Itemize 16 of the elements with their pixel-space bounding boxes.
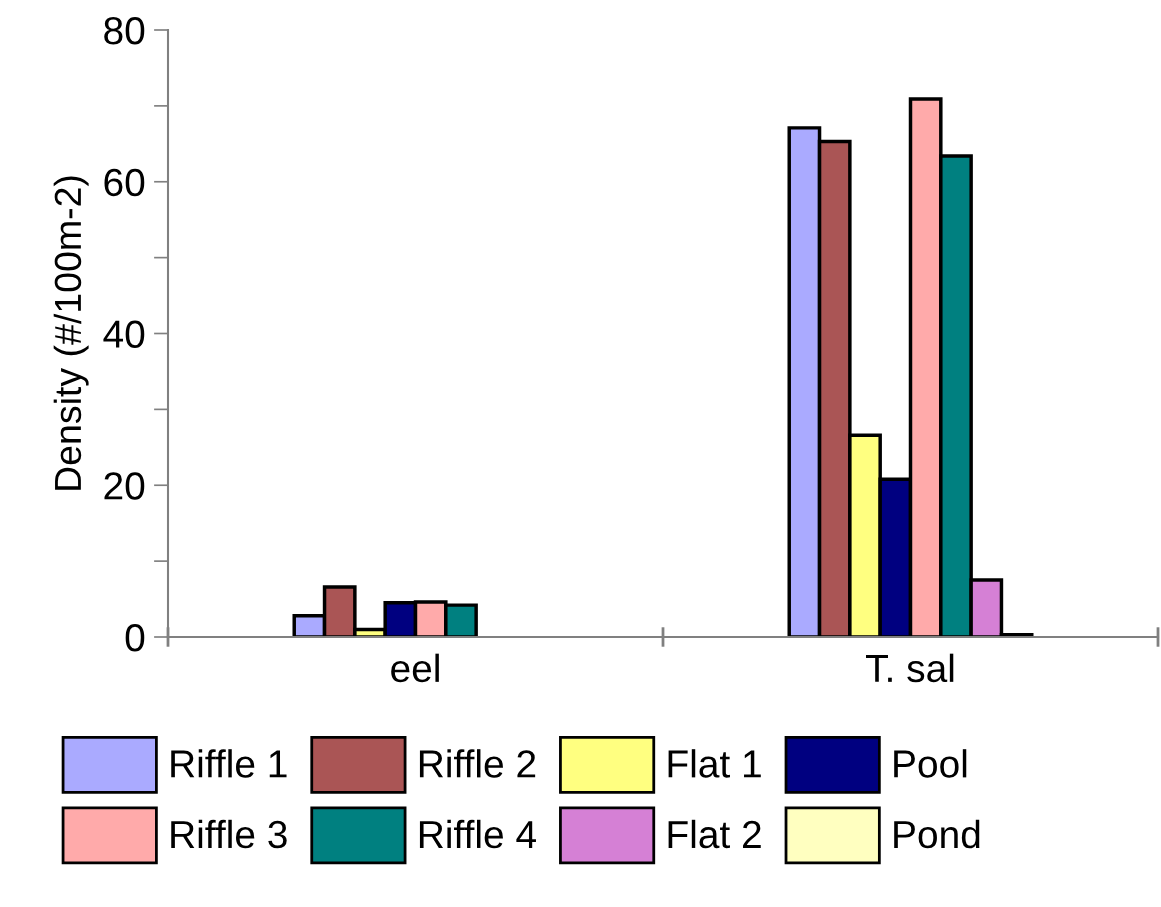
legend-label: Flat 2 — [668, 819, 761, 849]
legend-label: Riffle 2 — [419, 749, 536, 778]
y-tick-label: 0 — [125, 623, 145, 652]
x-tick-label: eel — [391, 653, 439, 683]
y-tick-label: 40 — [103, 320, 145, 348]
legend-label: Flat 1 — [668, 749, 761, 778]
legend-label: Pool — [894, 749, 967, 778]
y-axis-title: Density (#/100m-2) — [53, 176, 89, 490]
y-tick-label: 20 — [104, 472, 145, 500]
legend-label: Riffle 3 — [171, 819, 287, 849]
legend-label: Riffle 1 — [171, 749, 287, 778]
y-tick-label: 80 — [104, 16, 145, 45]
y-tick-label: 60 — [104, 168, 145, 197]
x-tick-label: T. sal — [866, 653, 954, 683]
legend-label: Riffle 4 — [419, 819, 536, 849]
legend-label: Pond — [894, 819, 980, 849]
